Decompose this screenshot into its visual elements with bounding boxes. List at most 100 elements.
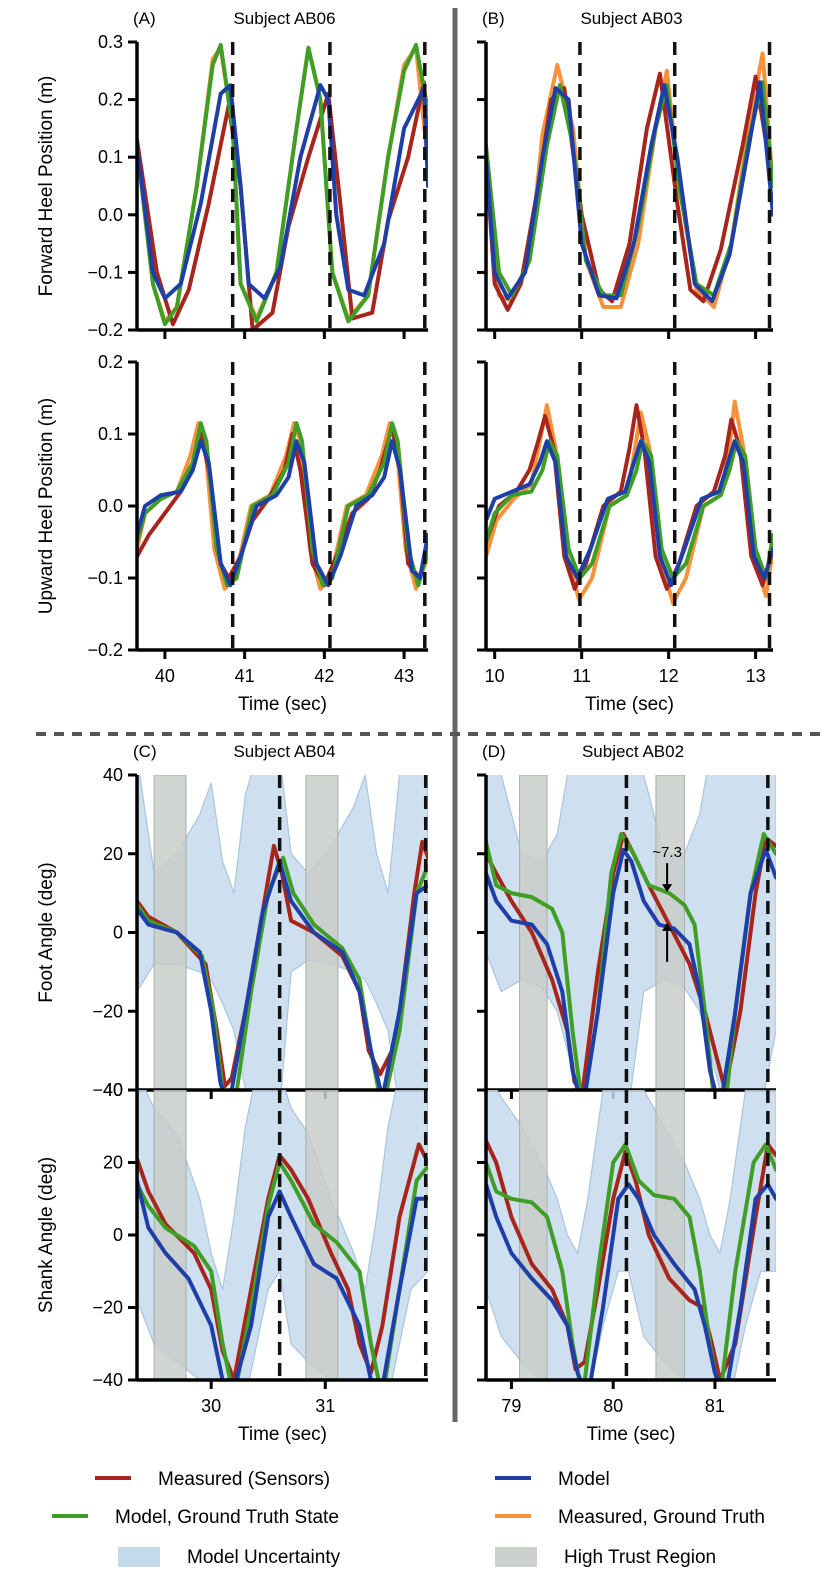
y-tick-label: −0.2 — [87, 640, 123, 660]
y-tick-label: 0.2 — [98, 90, 123, 110]
series-line — [137, 1178, 428, 1380]
y-tick-label: 40 — [103, 765, 123, 785]
x-axis-label: Time (sec) — [238, 1424, 327, 1445]
plot-area — [486, 42, 773, 330]
high-trust-region — [655, 1090, 685, 1380]
plot-area — [137, 362, 428, 650]
series-line — [486, 1182, 776, 1380]
x-tick-label: 40 — [155, 666, 175, 686]
y-tick-label: 0.0 — [98, 205, 123, 225]
series-line — [486, 80, 773, 304]
legend-item: High Trust Region — [495, 1547, 716, 1568]
plot-area — [137, 42, 428, 330]
y-axis-label: Upward Heel Position (m) — [36, 398, 57, 614]
panel-label: (D) — [482, 742, 506, 761]
high-trust-region — [153, 1090, 187, 1380]
legend-label: Model — [558, 1469, 610, 1490]
y-tick-label: 0.2 — [98, 352, 123, 372]
y-tick-label: 0.3 — [98, 32, 123, 52]
x-tick-label: 79 — [501, 1396, 521, 1416]
panel-label: (A) — [133, 9, 156, 28]
x-tick-label: 30 — [201, 1396, 221, 1416]
legend-label: Model Uncertainty — [187, 1547, 341, 1568]
y-tick-label: 0.1 — [98, 147, 123, 167]
y-tick-label: −0.1 — [87, 262, 123, 282]
annotation-arrowhead — [662, 884, 673, 893]
y-axis-label: Shank Angle (deg) — [36, 1157, 57, 1313]
series-line — [486, 1138, 776, 1380]
y-tick-label: −0.1 — [87, 568, 123, 588]
x-axis-label: Time (sec) — [238, 694, 327, 715]
series-line — [137, 424, 428, 588]
panel-5: −40 −20 0 20 40 (C) Subject AB04 Foot Angle (de… — [36, 742, 428, 1100]
legend-item: Model, Ground Truth State — [52, 1507, 339, 1528]
y-tick-label: −0.2 — [87, 320, 123, 340]
y-tick-label: 0 — [113, 1225, 123, 1245]
annotation-arrowhead — [662, 922, 673, 931]
x-axis-label: Time (sec) — [585, 694, 674, 715]
panel-title: Subject AB02 — [582, 742, 684, 761]
y-tick-label: 20 — [103, 844, 123, 864]
y-tick-label: −20 — [92, 1298, 123, 1318]
panel-label: (C) — [133, 742, 157, 761]
legend-label: Measured (Sensors) — [158, 1469, 330, 1490]
panel-3: −0.2 −0.1 0.0 0.1 0.2 40 41 42 43 Time (sec) Upwar… — [36, 352, 428, 715]
series-line — [486, 832, 776, 1090]
y-tick-label: 0.1 — [98, 424, 123, 444]
plot-area — [137, 775, 428, 1090]
series-line — [137, 83, 428, 301]
x-tick-label: 81 — [705, 1396, 725, 1416]
panel-7: −40 −20 0 20 40 30 31 Time (sec) Shank Angle (de… — [36, 1080, 428, 1445]
y-tick-label: −20 — [92, 1001, 123, 1021]
y-tick-label: 0.0 — [98, 496, 123, 516]
series-line — [486, 71, 773, 312]
x-tick-label: 43 — [394, 666, 414, 686]
x-tick-label: 10 — [485, 666, 505, 686]
panel-6: ~7.3 (D) Subject AB02 — [477, 742, 776, 1099]
x-axis-label: Time (sec) — [586, 1424, 675, 1445]
series-line — [486, 847, 776, 1090]
panel-title: Subject AB06 — [233, 9, 335, 28]
panel-title: Subject AB03 — [580, 9, 682, 28]
x-tick-label: 41 — [235, 666, 255, 686]
panel-label: (B) — [482, 9, 505, 28]
series-line — [137, 421, 428, 588]
high-trust-region — [519, 1090, 548, 1380]
legend-label: Measured, Ground Truth — [558, 1507, 765, 1528]
panel-8: 79 80 81 Time (sec) — [477, 1088, 776, 1445]
y-axis-label: Foot Angle (deg) — [36, 862, 57, 1002]
legend-label: High Trust Region — [564, 1547, 716, 1568]
series-line — [486, 1142, 776, 1380]
x-tick-label: 13 — [746, 666, 766, 686]
plot-area — [486, 775, 776, 1090]
y-tick-label: 40 — [103, 1080, 123, 1100]
legend-item: Measured, Ground Truth — [495, 1507, 765, 1528]
legend-item: Model — [495, 1469, 610, 1490]
x-tick-label: 12 — [659, 666, 679, 686]
x-tick-label: 42 — [314, 666, 334, 686]
legend: Measured (Sensors) Model Model, Ground Tru… — [52, 1469, 765, 1568]
panel-2: (B) Subject AB03 — [477, 9, 773, 339]
panel-1: −0.2 −0.1 0.0 0.1 0.2 0.3 (A) Subject AB06 Forwa… — [36, 9, 428, 340]
annotation-label: ~7.3 — [652, 844, 682, 861]
y-tick-label: 20 — [103, 1153, 123, 1173]
x-tick-label: 80 — [603, 1396, 623, 1416]
legend-swatch — [495, 1547, 537, 1567]
x-tick-label: 11 — [572, 666, 591, 686]
y-axis-label: Forward Heel Position (m) — [36, 76, 57, 297]
y-tick-label: −40 — [92, 1370, 123, 1390]
legend-item: Measured (Sensors) — [95, 1469, 330, 1490]
series-line — [486, 403, 773, 591]
uncertainty-band — [137, 775, 428, 1090]
y-tick-label: 0 — [113, 923, 123, 943]
panel-title: Subject AB04 — [233, 742, 335, 761]
series-line — [137, 439, 428, 588]
legend-label: Model, Ground Truth State — [115, 1507, 339, 1528]
series-line — [137, 1142, 428, 1380]
legend-swatch — [118, 1547, 160, 1567]
x-tick-label: 31 — [315, 1396, 335, 1416]
y-tick-label: −40 — [92, 1080, 123, 1100]
plot-area — [486, 362, 773, 650]
plot-area — [137, 1090, 428, 1380]
